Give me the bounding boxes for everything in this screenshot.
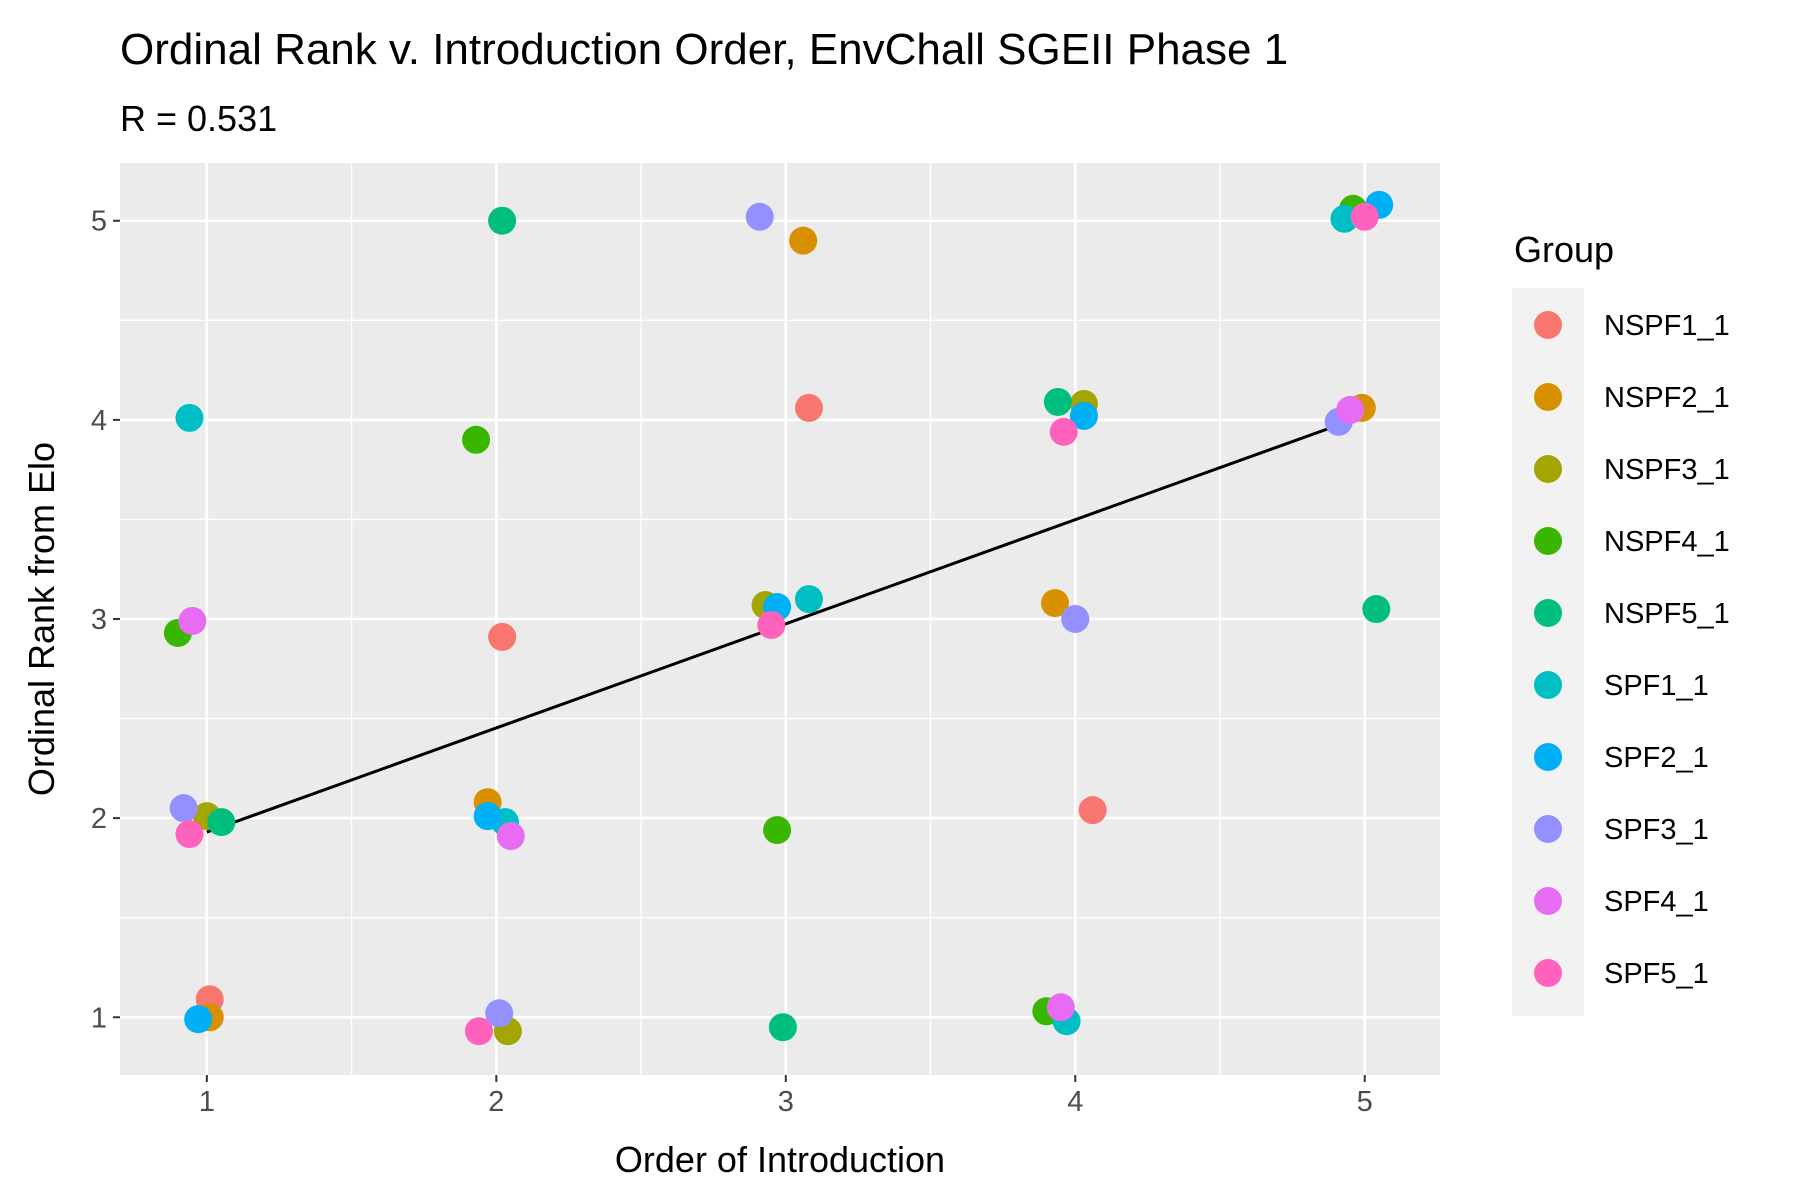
x-tick-label: 5 [1357, 1086, 1373, 1118]
legend-label: SPF2_1 [1604, 742, 1709, 774]
data-point-spf4-1 [1336, 395, 1365, 424]
x-axis-ticks: 1 2 3 4 5 [199, 1075, 1373, 1118]
legend-key-spf5-1 [1534, 959, 1562, 987]
legend-label: SPF5_1 [1604, 958, 1709, 990]
x-tick-label: 3 [778, 1086, 794, 1118]
legend-key-nspf5-1 [1534, 599, 1562, 627]
legend-key-spf2-1 [1534, 743, 1562, 771]
data-point-nspf1-1 [794, 393, 823, 422]
data-point-spf5-1 [1049, 417, 1078, 446]
x-axis-title: Order of Introduction [615, 1139, 945, 1180]
data-point-nspf4-1 [462, 425, 491, 454]
legend-items: NSPF1_1 NSPF2_1 NSPF3_1 NSPF4_1 NSPF5_1 SPF1_… [1534, 310, 1730, 990]
data-point-nspf1-1 [488, 622, 517, 651]
legend-label: NSPF4_1 [1604, 526, 1730, 558]
y-axis-ticks: 1 2 3 4 5 [91, 206, 120, 1034]
data-point-nspf2-1 [1041, 589, 1069, 618]
data-point-nspf5-1 [1362, 595, 1391, 624]
legend-label: NSPF3_1 [1604, 454, 1730, 486]
legend-key-nspf2-1 [1534, 383, 1562, 411]
y-tick-label: 1 [91, 1002, 107, 1034]
data-point-spf3-1 [169, 794, 198, 823]
y-tick-label: 3 [91, 604, 107, 636]
data-point-spf2-1 [473, 802, 502, 831]
data-point-spf1-1 [175, 403, 204, 432]
data-point-spf5-1 [757, 610, 786, 639]
legend-label: SPF1_1 [1604, 670, 1709, 702]
data-point-nspf1-1 [1078, 796, 1107, 825]
data-point-nspf5-1 [1043, 387, 1072, 416]
data-point-nspf5-1 [207, 808, 236, 837]
legend-label: NSPF1_1 [1604, 310, 1730, 342]
data-point-spf3-1 [1061, 605, 1090, 633]
data-point-nspf5-1 [768, 1013, 797, 1042]
legend-label: SPF3_1 [1604, 814, 1709, 846]
data-point-spf3-1 [745, 202, 774, 231]
y-tick-label: 5 [91, 206, 107, 238]
legend-label: SPF4_1 [1604, 886, 1709, 918]
legend-title: Group [1514, 229, 1614, 270]
data-point-spf1-1 [794, 585, 823, 614]
data-point-spf4-1 [496, 822, 525, 851]
x-tick-label: 1 [199, 1086, 215, 1118]
data-point-nspf4-1 [763, 816, 792, 845]
data-point-spf5-1 [1350, 202, 1379, 231]
legend-key-nspf1-1 [1534, 311, 1562, 339]
data-point-spf2-1 [184, 1005, 213, 1034]
legend-key-spf4-1 [1534, 887, 1562, 915]
data-point-spf4-1 [1046, 993, 1075, 1022]
data-point-spf4-1 [178, 606, 207, 635]
x-tick-label: 2 [488, 1086, 504, 1118]
legend-key-nspf3-1 [1534, 455, 1562, 483]
data-points [163, 190, 1394, 1046]
legend-key-nspf4-1 [1534, 527, 1562, 555]
data-point-spf5-1 [464, 1017, 493, 1046]
data-point-spf5-1 [175, 820, 204, 849]
x-tick-label: 4 [1067, 1086, 1083, 1118]
data-point-spf1-1 [1330, 204, 1359, 233]
chart-title: Ordinal Rank v. Introduction Order, EnvC… [120, 25, 1288, 74]
y-axis-title: Ordinal Rank from Elo [21, 442, 62, 796]
data-point-spf2-1 [1069, 401, 1098, 430]
legend-label: NSPF5_1 [1604, 598, 1730, 630]
y-tick-label: 2 [91, 803, 107, 835]
data-point-spf3-1 [485, 999, 514, 1028]
legend: Group NSPF1_1 NSPF2_1 NSPF3_1 NSPF4_1 NSPF5_… [1512, 229, 1730, 1016]
data-point-nspf5-1 [488, 206, 517, 235]
legend-label: NSPF2_1 [1604, 382, 1730, 414]
legend-key-spf1-1 [1534, 671, 1562, 699]
legend-key-spf3-1 [1534, 815, 1562, 843]
chart-subtitle: R = 0.531 [120, 98, 277, 139]
y-tick-label: 4 [91, 405, 107, 437]
data-point-nspf2-1 [789, 226, 818, 255]
